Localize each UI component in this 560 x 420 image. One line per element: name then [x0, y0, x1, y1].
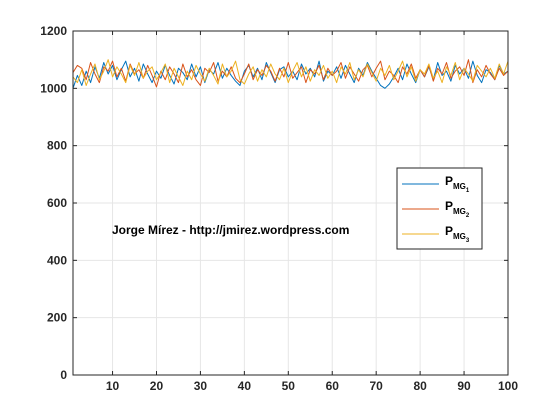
- x-tick-label: 80: [413, 379, 427, 393]
- y-tick-label: 800: [47, 139, 67, 153]
- y-tick-label: 1200: [40, 24, 67, 38]
- x-tick-label: 100: [498, 379, 518, 393]
- y-tick-label: 600: [47, 196, 67, 210]
- tick-labels: 10 20 30 40 50 60 70 80 90 1000200400600800100012…: [40, 24, 518, 393]
- y-tick-label: 200: [47, 311, 67, 325]
- x-tick-label: 60: [326, 379, 340, 393]
- y-tick-label: 0: [60, 368, 67, 382]
- legend-label-3: PMG3: [445, 224, 470, 244]
- series-lines: [72, 59, 509, 89]
- annotation-text: Jorge Mírez - http://jmirez.wordpress.co…: [112, 223, 349, 237]
- series-line-1: [72, 60, 509, 89]
- x-tick-label: 30: [194, 379, 208, 393]
- x-tick-label: 90: [457, 379, 471, 393]
- legend-label-2: PMG2: [445, 199, 470, 219]
- x-tick-label: 10: [106, 379, 120, 393]
- x-tick-label: 50: [282, 379, 296, 393]
- y-tick-label: 400: [47, 253, 67, 267]
- x-tick-label: 20: [150, 379, 164, 393]
- legend-label-1: PMG1: [445, 174, 470, 194]
- series-line-3: [72, 59, 509, 86]
- x-tick-label: 40: [238, 379, 252, 393]
- x-tick-label: 70: [370, 379, 384, 393]
- y-tick-label: 1000: [40, 81, 67, 95]
- legend: PMG1 PMG2 PMG3: [396, 167, 483, 250]
- axes: [72, 30, 509, 376]
